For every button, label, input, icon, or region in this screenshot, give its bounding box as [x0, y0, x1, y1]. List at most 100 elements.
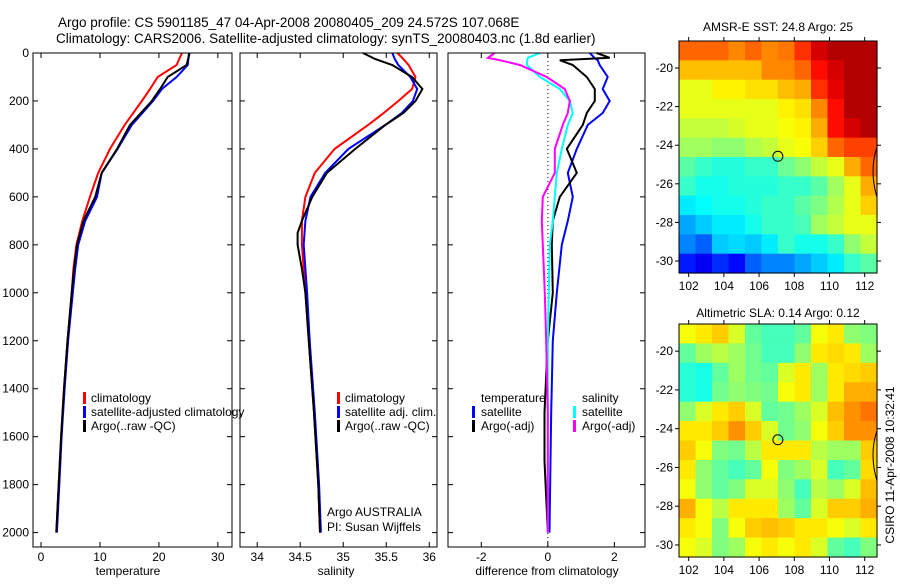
annotation-pi: PI: Susan Wijffels: [327, 520, 421, 534]
y-tick-label: 2000: [2, 526, 29, 540]
x-tick-label: 10: [93, 550, 107, 564]
heatmap-cell: [695, 440, 713, 461]
series-line-satellite-adj-clim-: [302, 52, 419, 533]
heatmap-cell: [860, 99, 878, 119]
heatmap-cell: [745, 382, 763, 403]
heatmap-cell: [695, 176, 713, 197]
heatmap-cell: [794, 343, 812, 364]
heatmap-cell: [728, 195, 746, 216]
x-tick-label: 34: [251, 550, 265, 564]
heatmap-cell: [827, 362, 845, 383]
temperature-panel: temperature climatology satellite-adjust…: [2, 46, 244, 578]
heatmap-cell: [778, 479, 796, 500]
heatmap-cell: [728, 421, 746, 442]
heatmap-cell: [745, 421, 763, 442]
y-tick-label: 600: [9, 190, 29, 204]
heatmap-cell: [695, 118, 713, 139]
heatmap-cell: [745, 401, 763, 422]
heatmap-cell: [794, 498, 812, 519]
heatmap-cell: [778, 176, 796, 197]
heatmap-cell: [695, 253, 713, 274]
heatmap-cell: [679, 60, 697, 81]
heatmap-cell: [860, 253, 878, 274]
heatmap-cell: [811, 79, 829, 100]
heatmap-cell: [712, 215, 730, 235]
heatmap-cell: [778, 421, 796, 442]
x-tick-label: 36: [423, 550, 437, 564]
heatmap-cell: [745, 253, 763, 274]
x-tick-label: 108: [784, 279, 804, 293]
heatmap-cell: [811, 118, 829, 139]
legend-label: satellite: [582, 405, 623, 419]
heatmap-cell: [728, 459, 746, 480]
heatmap-cell: [695, 421, 713, 442]
heatmap-cell: [827, 382, 845, 403]
heatmap-cell: [827, 537, 845, 558]
y-tick-label: -28: [656, 215, 674, 229]
heatmap-cell: [679, 137, 697, 158]
heatmap-cell: [844, 79, 862, 100]
x-tick-label: 0: [38, 550, 45, 564]
heatmap-cell: [745, 498, 763, 519]
heatmap-cell: [679, 401, 697, 422]
heatmap-cell: [761, 118, 779, 139]
heatmap-cell: [679, 421, 697, 442]
heatmap-cell: [745, 195, 763, 216]
heatmap-cell: [778, 537, 796, 558]
heatmap-cell: [712, 118, 730, 139]
heatmap-cell: [811, 195, 829, 216]
y-tick-label: -22: [656, 100, 674, 114]
heatmap-cell: [728, 176, 746, 197]
heatmap-cell: [745, 234, 763, 255]
sla-map-panel: Altimetric SLA: 0.14 Argo: 0.12 102 104 10…: [656, 306, 881, 577]
heatmap-cell: [778, 60, 796, 81]
heatmap-cell: [679, 440, 697, 461]
heatmap-cell: [860, 79, 878, 100]
series-line-salinity-argo-adj-: [485, 52, 571, 533]
heatmap-cell: [844, 518, 862, 539]
heatmap-cell: [827, 253, 845, 274]
heatmap-cell: [745, 362, 763, 383]
heatmap-cell: [844, 537, 862, 558]
heatmap-cell: [811, 99, 829, 119]
heatmap-cell: [712, 99, 730, 119]
coastline: [872, 430, 878, 482]
heatmap-cell: [761, 234, 779, 255]
salinity-panel: salinity climatology satellite adj. clim…: [239, 52, 438, 578]
legend-swatch-temp-satellite: [472, 406, 475, 418]
heatmap-cell: [778, 518, 796, 539]
heatmap-cell: [794, 401, 812, 422]
x-tick-label: 104: [714, 279, 734, 293]
legend-group-title: salinity: [582, 391, 619, 405]
x-tick-label: 106: [749, 563, 769, 577]
heatmap-cell: [827, 479, 845, 500]
legend-label: satellite adj. clim.: [345, 405, 436, 419]
heatmap-cell: [844, 498, 862, 519]
heatmap-cell: [728, 440, 746, 461]
heatmap-cell: [827, 195, 845, 216]
heatmap-cell: [745, 60, 763, 81]
heatmap-cell: [794, 537, 812, 558]
heatmap-cell: [778, 324, 796, 345]
heatmap-cell: [860, 362, 878, 383]
x-tick-label: 35.5: [375, 550, 399, 564]
heatmap-cell: [745, 537, 763, 558]
plot-frame: [32, 52, 233, 548]
heatmap-cell: [860, 401, 878, 422]
heatmap-cell: [695, 459, 713, 480]
heatmap-cell: [827, 41, 845, 61]
heatmap-cell: [860, 382, 878, 403]
heatmap-cell: [844, 41, 862, 61]
difference-xlabel: difference from climatology: [475, 564, 618, 578]
heatmap-cell: [794, 479, 812, 500]
heatmap-cell: [745, 440, 763, 461]
map-frame: [678, 40, 878, 274]
heatmap-cell: [712, 157, 730, 177]
y-tick-label: 1600: [2, 430, 29, 444]
heatmap-cell: [695, 324, 713, 345]
heatmap-cell: [794, 41, 812, 61]
heatmap-cell: [844, 343, 862, 364]
heatmap-cell: [844, 99, 862, 119]
y-tick-label: -22: [656, 383, 674, 397]
